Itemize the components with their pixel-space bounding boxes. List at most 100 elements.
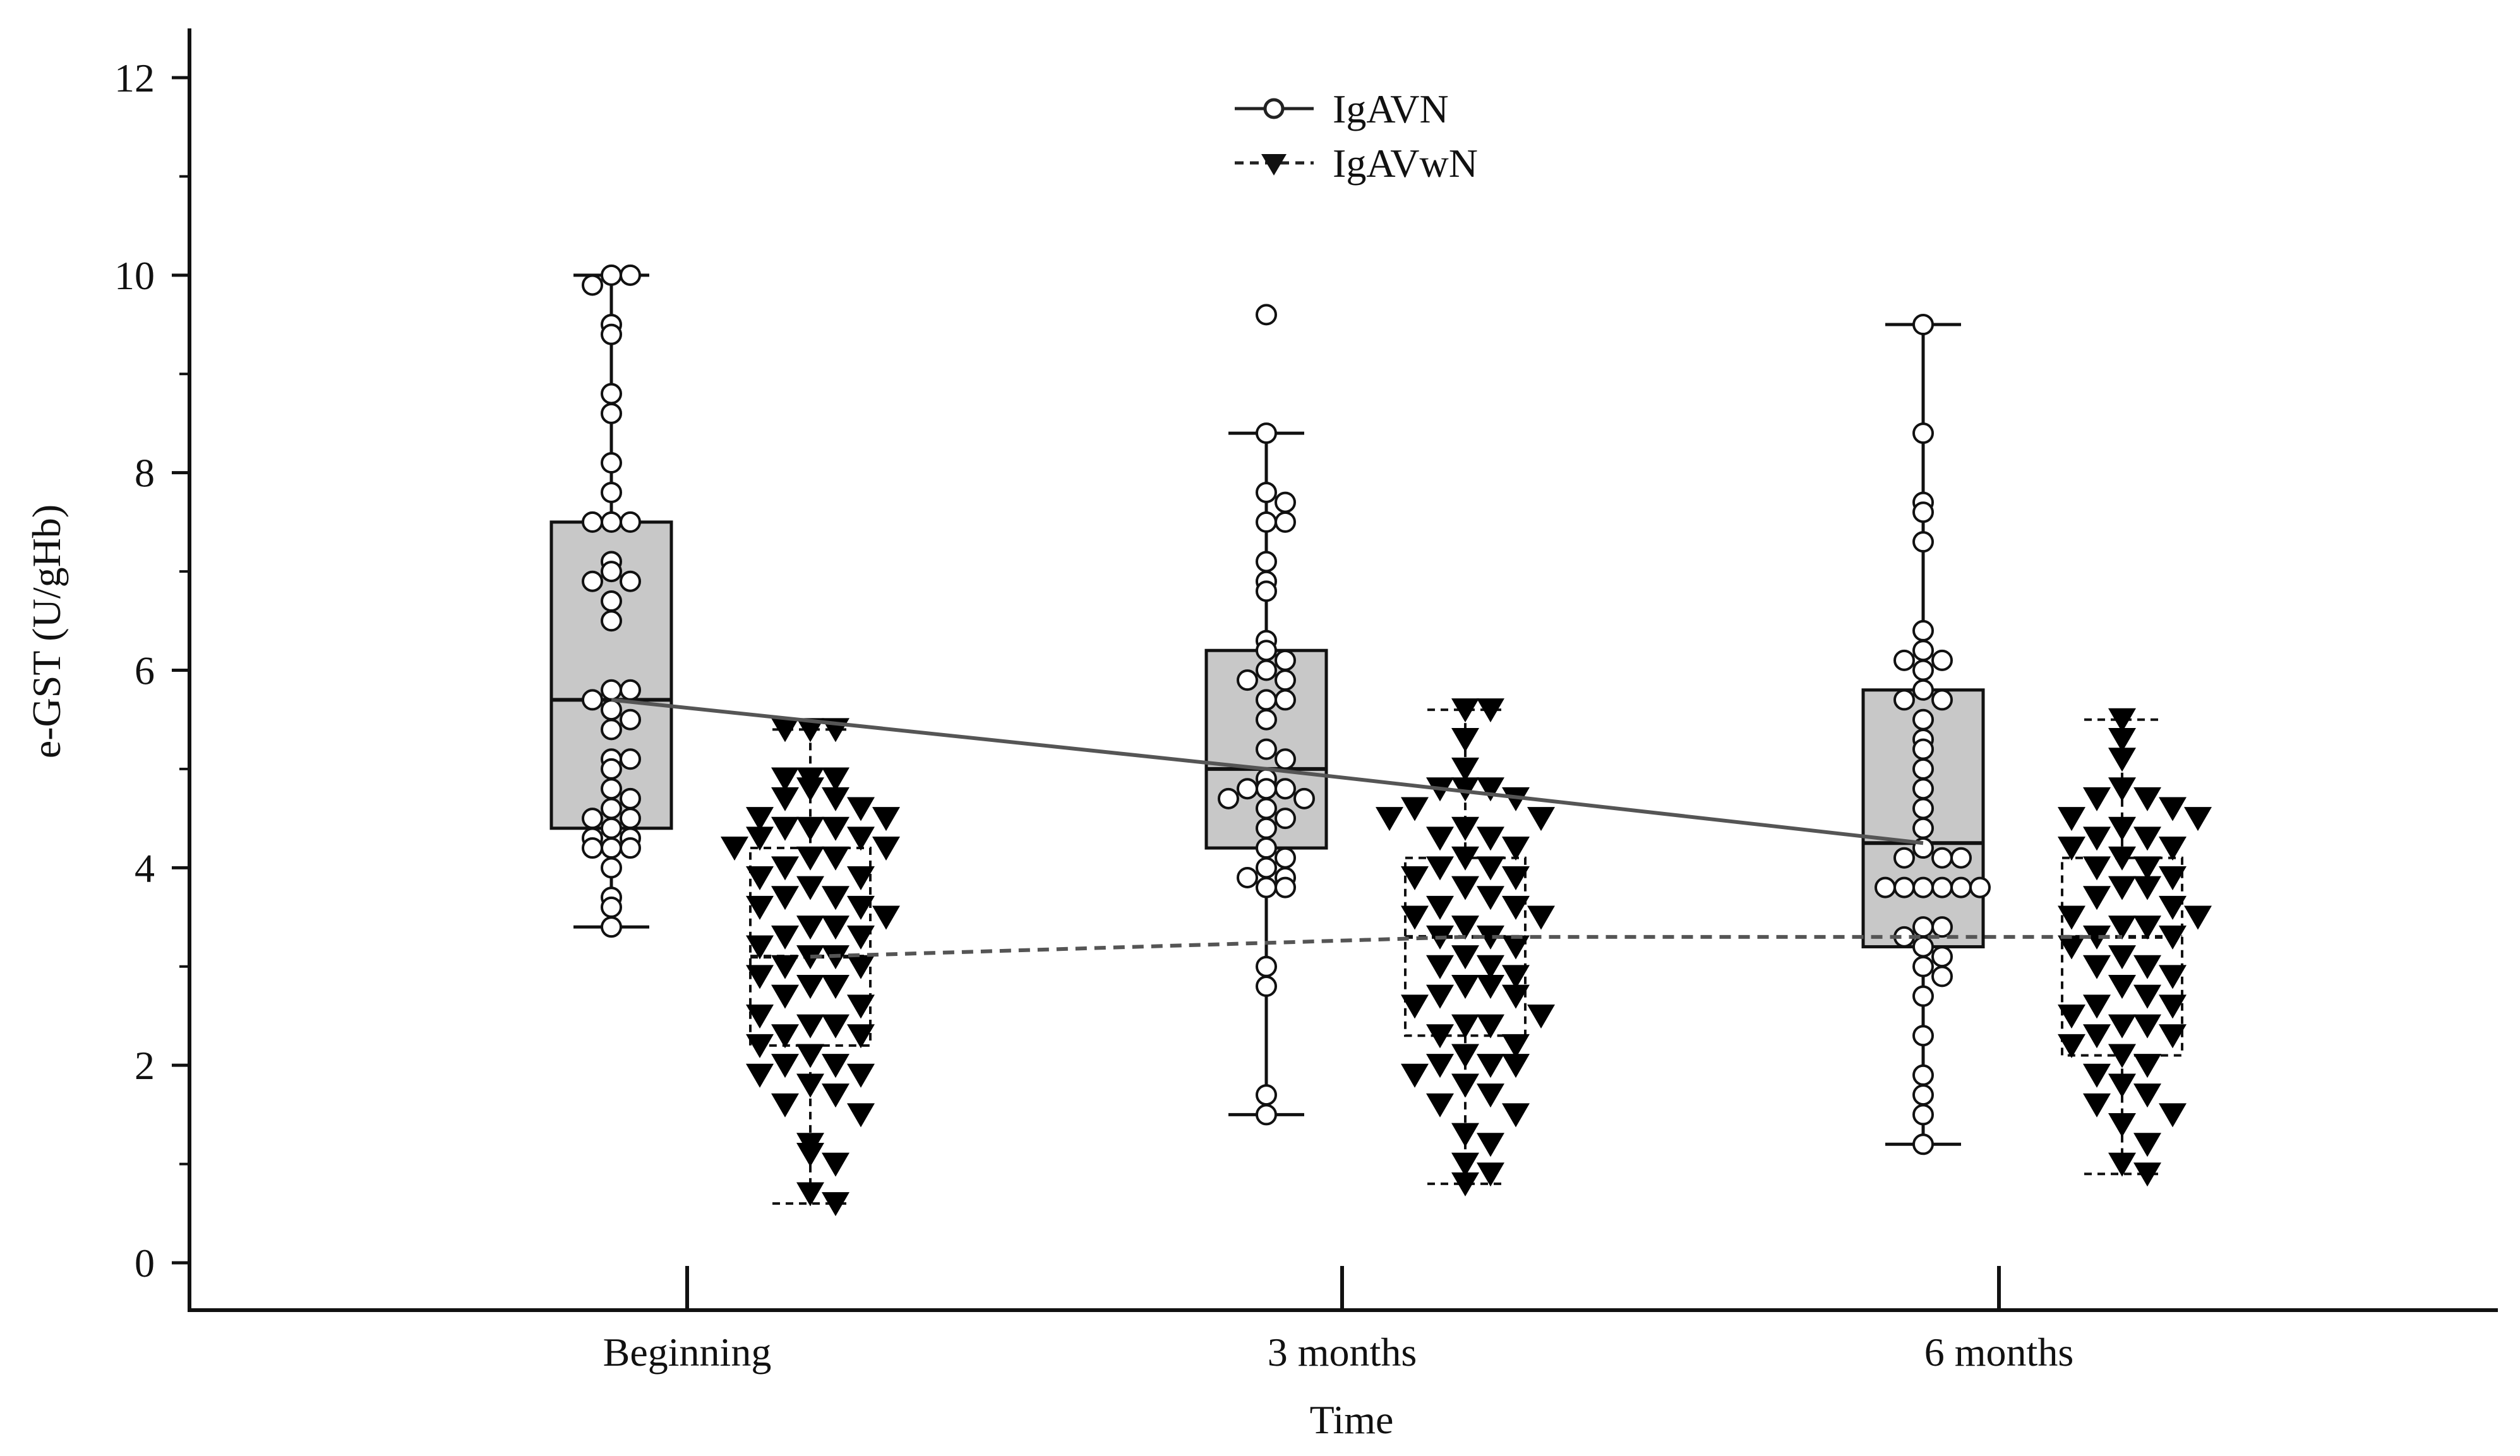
data-point [2083, 925, 2111, 950]
data-point [1451, 1172, 1479, 1196]
data-point [796, 945, 824, 970]
data-point [1931, 876, 1953, 898]
data-point [2083, 826, 2111, 851]
data-point [771, 925, 799, 950]
data-point [1912, 916, 1934, 938]
data-point [746, 895, 774, 920]
data-point [1912, 817, 1934, 839]
box-igavn-0 [549, 264, 673, 938]
data-point [1912, 797, 1934, 820]
data-point [2133, 876, 2161, 900]
data-point [601, 817, 622, 839]
data-point [601, 719, 622, 741]
data-point [1256, 304, 1277, 326]
data-point [1256, 580, 1277, 602]
data-point [1502, 837, 1530, 861]
data-point [2108, 1073, 2136, 1098]
data-point [1451, 757, 1479, 782]
data-point [1256, 481, 1277, 503]
data-point [2108, 727, 2136, 752]
data-point [1527, 807, 1555, 832]
data-point [771, 767, 799, 792]
data-point [847, 826, 875, 851]
data-point [1912, 876, 1934, 898]
data-point [1912, 778, 1934, 800]
data-point [1256, 659, 1277, 681]
data-point [1256, 817, 1277, 839]
data-point [601, 323, 622, 345]
data-point [2108, 1044, 2136, 1068]
data-point [1912, 314, 1934, 336]
data-point [601, 590, 622, 612]
y-tick-label: 10 [114, 253, 155, 298]
data-point [1256, 778, 1277, 800]
data-point [2133, 856, 2161, 881]
data-point [822, 975, 849, 1000]
data-point [847, 797, 875, 821]
data-point [2159, 1024, 2187, 1049]
data-point [601, 511, 622, 533]
data-point [1931, 946, 1953, 968]
data-point [2108, 816, 2136, 841]
data-point [1256, 689, 1277, 711]
plot-area [549, 264, 2212, 1217]
data-point [1950, 876, 1972, 898]
data-point [1477, 777, 1504, 802]
data-point [1477, 955, 1504, 979]
data-point [1931, 965, 1953, 988]
data-point [601, 452, 622, 474]
data-point [796, 1182, 824, 1207]
data-point [2083, 955, 2111, 979]
data-point [620, 808, 641, 830]
data-point [847, 925, 875, 950]
data-point [1237, 778, 1258, 800]
data-point [771, 718, 799, 743]
data-point [1256, 738, 1277, 760]
data-point [2133, 955, 2161, 979]
data-point [796, 1073, 824, 1098]
data-point [1256, 511, 1277, 533]
data-point [1502, 1034, 1530, 1058]
data-point [2133, 1054, 2161, 1078]
data-point [2083, 856, 2111, 881]
data-point [1950, 847, 1972, 869]
data-point [620, 787, 641, 809]
data-point [601, 837, 622, 859]
data-point [1893, 847, 1915, 869]
data-point [2184, 905, 2212, 930]
legend-igavn-marker [1263, 98, 1285, 119]
data-point [2159, 1103, 2187, 1128]
x-tick-label: 3 months [1268, 1330, 1417, 1375]
data-point [2108, 876, 2136, 900]
data-point [1477, 1133, 1504, 1157]
data-point [771, 787, 799, 811]
data-point [1477, 1014, 1504, 1039]
data-point [2108, 945, 2136, 970]
data-point [2159, 965, 2187, 989]
data-point [1477, 856, 1504, 881]
data-point [2058, 807, 2085, 832]
data-point [582, 274, 603, 296]
data-point [1275, 778, 1296, 800]
data-point [1275, 511, 1296, 533]
data-point [822, 886, 849, 910]
data-point [2133, 826, 2161, 851]
data-point [1875, 876, 1896, 898]
data-point [746, 965, 774, 989]
data-point [2133, 1162, 2161, 1187]
data-point [2058, 935, 2085, 960]
data-point [2058, 837, 2085, 861]
data-point [796, 846, 824, 871]
data-point [1256, 551, 1277, 573]
data-point [847, 895, 875, 920]
data-point [1256, 955, 1277, 977]
data-point [1477, 1083, 1504, 1108]
data-point [2159, 895, 2187, 920]
legend-igavwn-label: IgAVwN [1333, 141, 1478, 186]
data-point [1256, 1104, 1277, 1126]
data-point [601, 610, 622, 632]
data-point [1477, 886, 1504, 910]
data-point [1451, 916, 1479, 940]
data-point [1893, 649, 1915, 671]
data-point [2108, 708, 2136, 732]
